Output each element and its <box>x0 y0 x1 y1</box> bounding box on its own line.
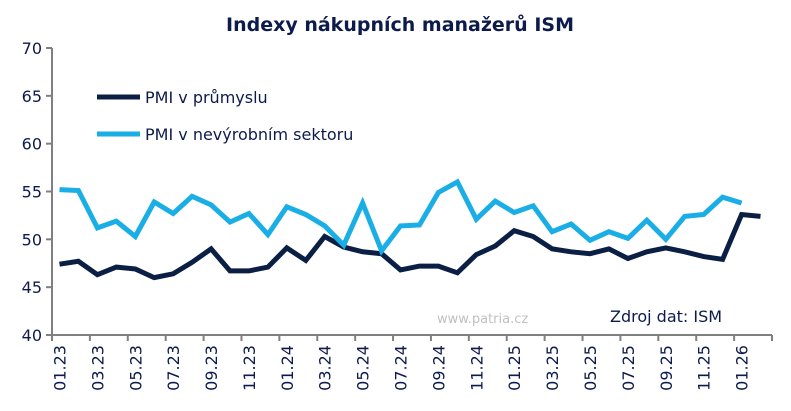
x-tick-label: 01.24 <box>278 345 297 391</box>
source-note: Zdroj dat: ISM <box>610 307 722 326</box>
y-tick-label: 55 <box>22 183 42 202</box>
x-tick-label: 11.24 <box>467 345 486 391</box>
y-tick-label: 60 <box>22 135 42 154</box>
x-tick-label: 11.23 <box>240 345 259 391</box>
x-tick-label: 09.25 <box>657 345 676 391</box>
x-tick-label: 05.25 <box>581 345 600 391</box>
x-tick-label: 11.25 <box>695 345 714 391</box>
x-tick-label: 01.25 <box>505 345 524 391</box>
legend-label: PMI v průmyslu <box>145 88 268 107</box>
x-tick-label: 05.24 <box>354 345 373 391</box>
x-tick-label: 09.23 <box>202 345 221 391</box>
x-tick-label: 03.25 <box>543 345 562 391</box>
y-tick-label: 70 <box>22 39 42 58</box>
x-tick-label: 03.24 <box>316 345 335 391</box>
legend-label: PMI v nevýrobním sektoru <box>145 125 353 144</box>
watermark: www.patria.cz <box>437 312 528 327</box>
x-tick-label: 05.23 <box>126 345 145 391</box>
x-tick-label: 09.24 <box>429 345 448 391</box>
x-tick-label: 03.23 <box>88 345 107 391</box>
y-tick-label: 50 <box>22 230 42 249</box>
x-tick-label: 07.24 <box>392 345 411 391</box>
y-tick-label: 40 <box>22 326 42 345</box>
y-tick-label: 65 <box>22 87 42 106</box>
y-tick-label: 45 <box>22 278 42 297</box>
x-tick-label: 01.23 <box>50 345 69 391</box>
x-tick-label: 07.23 <box>164 345 183 391</box>
chart-title: Indexy nákupních manažerů ISM <box>226 13 574 36</box>
x-tick-label: 07.25 <box>619 345 638 391</box>
x-tick-label: 01.26 <box>733 345 752 391</box>
series-line-0 <box>59 211 761 281</box>
series-line-1 <box>59 178 743 256</box>
